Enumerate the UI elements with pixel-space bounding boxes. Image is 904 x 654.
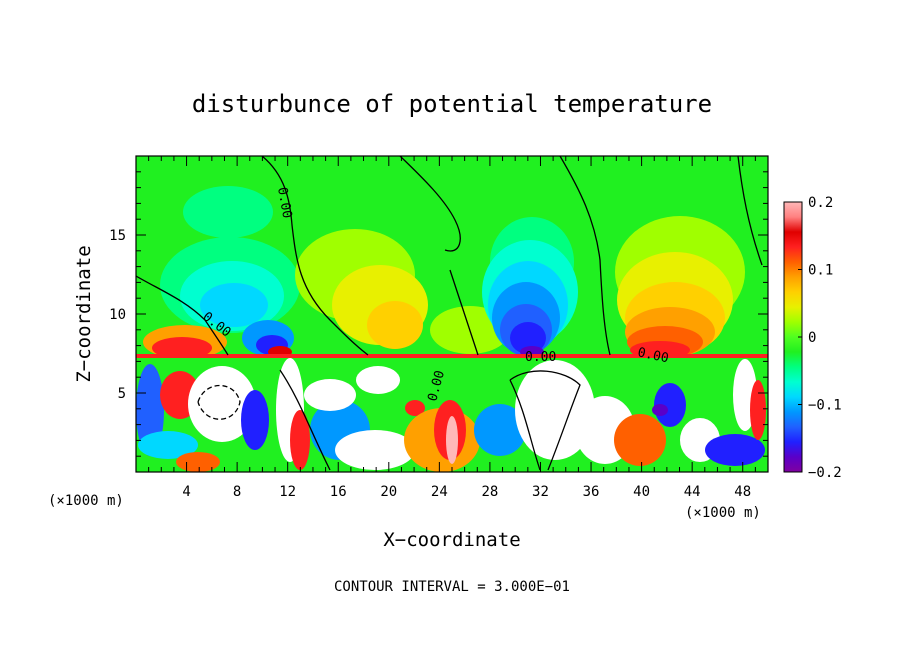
x-axis-label: X−coordinate <box>383 529 520 551</box>
contour-label: 0.00 <box>274 186 294 219</box>
x-tick-label: 32 <box>532 484 549 500</box>
x-tick-label: 48 <box>734 484 751 500</box>
chart-title: disturbunce of potential temperature <box>192 90 712 118</box>
x-tick-label: 4 <box>182 484 190 500</box>
colorbar-tick-label: 0 <box>808 330 816 346</box>
interface-band <box>136 354 768 359</box>
x-tick-label: 36 <box>583 484 600 500</box>
colorbar-ticks: 0.2 0.1 0 −0.1 −0.2 <box>798 195 842 481</box>
contour-lines <box>136 156 763 471</box>
y-axis-label: Z−coordinate <box>73 245 95 382</box>
contour-label: 0.00 <box>525 350 556 365</box>
colorbar-tick-label: −0.1 <box>808 398 842 414</box>
contour-label: 0.00 <box>636 345 670 366</box>
x-tick-label: 24 <box>431 484 448 500</box>
x-tick-label: 28 <box>481 484 498 500</box>
x-tick-label: 40 <box>633 484 650 500</box>
y-tick-label: 10 <box>109 307 126 323</box>
y-tick-label: 5 <box>118 386 126 402</box>
x-tick-label: 12 <box>279 484 296 500</box>
x-tick-label: 44 <box>684 484 701 500</box>
x-tick-label: 8 <box>233 484 241 500</box>
plot-area: 0.00 0.00 0.00 0.00 0.00 <box>136 156 768 472</box>
colorbar-tick-label: −0.2 <box>808 465 842 481</box>
contour-interval-note: CONTOUR INTERVAL = 3.000E−01 <box>334 579 570 595</box>
x-tick-label: 20 <box>380 484 397 500</box>
colorbar-tick-label: 0.2 <box>808 195 833 211</box>
x-unit-label-left: (×1000 m) <box>48 493 124 509</box>
x-unit-label-right: (×1000 m) <box>685 505 761 521</box>
y-axis: 5 10 15 <box>109 171 768 457</box>
colorbar-tick-label: 0.1 <box>808 263 833 279</box>
y-tick-label: 15 <box>109 228 126 244</box>
contour-label-group: 0.00 0.00 0.00 0.00 0.00 <box>200 186 670 403</box>
x-axis: 4 8 12 16 20 24 28 32 36 40 44 48 <box>148 156 756 500</box>
colorbar: 0.2 0.1 0 −0.1 −0.2 <box>783 195 842 481</box>
upper-wave-pattern <box>143 186 745 359</box>
lower-turbulent-pattern <box>136 358 766 472</box>
x-tick-label: 16 <box>330 484 347 500</box>
